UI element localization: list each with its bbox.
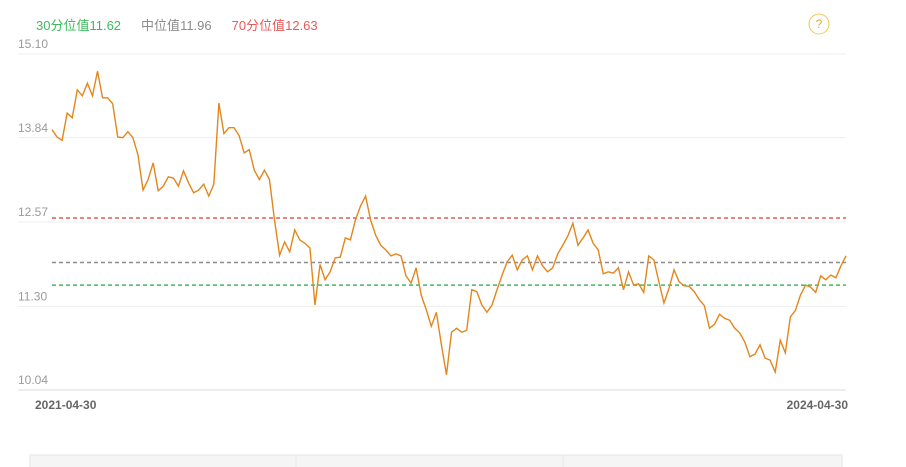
legend-name: 70分位值 xyxy=(231,18,286,33)
y-tick-label: 10.04 xyxy=(18,373,48,387)
legend-value: 12.63 xyxy=(285,18,318,33)
legend-item: 中位值11.96 xyxy=(141,15,212,34)
tab-bar xyxy=(29,454,843,467)
price-line xyxy=(51,71,847,375)
help-icon[interactable] xyxy=(808,13,830,35)
y-tick-label: 12.57 xyxy=(18,205,48,219)
x-tick-label: 2021-04-30 xyxy=(35,398,97,412)
x-tick-label: 2024-04-30 xyxy=(787,398,849,412)
legend-item: 70分位值12.63 xyxy=(232,15,318,34)
legend-item: 30分位值11.62 xyxy=(36,15,121,34)
y-tick-label: 13.84 xyxy=(18,121,48,135)
legend: 30分位值11.62 中位值11.96 70分位值12.63 xyxy=(36,15,318,34)
legend-name: 中位值 xyxy=(141,18,181,33)
y-tick-label: 11.30 xyxy=(18,290,47,304)
legend-value: 11.62 xyxy=(89,18,122,33)
legend-name: 30分位值 xyxy=(36,18,90,33)
help-icon-mark: ? xyxy=(816,17,823,31)
legend-value: 11.96 xyxy=(180,18,212,33)
y-tick-label: 15.10 xyxy=(18,37,48,51)
